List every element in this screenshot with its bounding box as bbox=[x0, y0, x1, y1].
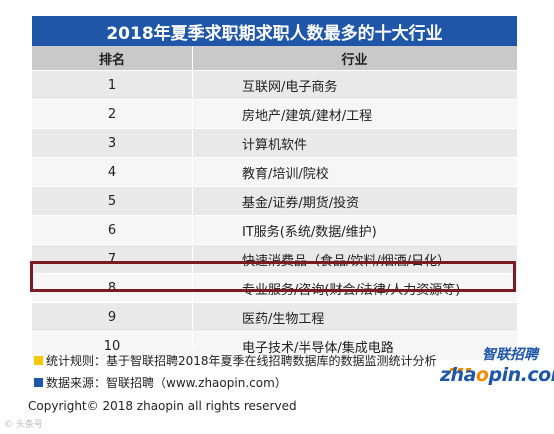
yellow-square-icon bbox=[34, 356, 43, 365]
header-industry: 行业 bbox=[341, 52, 368, 68]
rank-cell: 5 bbox=[107, 193, 117, 209]
logo-cn: 智联招聘 bbox=[482, 347, 538, 363]
header-rank: 排名 bbox=[98, 52, 125, 68]
rank-cell: 4 bbox=[107, 164, 117, 180]
rank-cell: 9 bbox=[107, 309, 117, 325]
table-row: 6 IT服务(系统/数据/维护) bbox=[32, 215, 517, 244]
table-row: 10 电子技术/半导体/集成电路 bbox=[32, 331, 517, 360]
ranking-table: 排名 行业 1 互联网/电子商务 2 房地产/建筑/建材/工程 3 计算机软件 4 教育/培训… bbox=[32, 46, 517, 360]
rank-cell: 3 bbox=[107, 135, 117, 151]
table-row: 4 教育/培训/院校 bbox=[32, 157, 517, 186]
table-row: 9 医药/生物工程 bbox=[32, 302, 517, 331]
rank-cell: 8 bbox=[107, 280, 117, 296]
zhaopin-logo: 智联招聘 zhaopin.com bbox=[440, 344, 554, 388]
rank-cell: 2 bbox=[107, 106, 117, 122]
rank-cell: 10 bbox=[103, 338, 121, 354]
note-rule-text: 统计规则：基于智联招聘2018年夏季在线招聘数据库的数据监测统计分析 bbox=[46, 354, 437, 368]
table-row: 8 专业服务/咨询(财会/法律/人力资源等) bbox=[32, 273, 517, 302]
copyright: Copyright© 2018 zhaopin all rights reser… bbox=[28, 399, 297, 413]
table-row: 1 互联网/电子商务 bbox=[32, 70, 517, 99]
highlight-box bbox=[30, 261, 516, 292]
industry-cell: IT服务(系统/数据/维护) bbox=[242, 224, 377, 240]
industry-cell: 基金/证券/期货/投资 bbox=[242, 195, 360, 211]
table-title: 2018年夏季求职期求职人数最多的十大行业 bbox=[32, 16, 517, 46]
rank-cell: 7 bbox=[107, 251, 117, 267]
table-body: 1 互联网/电子商务 2 房地产/建筑/建材/工程 3 计算机软件 4 教育/培训/院校 5 基金… bbox=[32, 70, 517, 360]
industry-cell: 教育/培训/院校 bbox=[242, 166, 329, 182]
industry-cell: 医药/生物工程 bbox=[242, 311, 325, 327]
column-divider bbox=[192, 46, 193, 348]
note-source: 数据来源：智联招聘（www.zhaopin.com） bbox=[34, 374, 287, 391]
table-row: 3 计算机软件 bbox=[32, 128, 517, 157]
industry-cell: 计算机软件 bbox=[242, 137, 308, 153]
table-row: 7 快速消费品（食品/饮料/烟酒/日化） bbox=[32, 244, 517, 273]
note-source-text: 数据来源：智联招聘（www.zhaopin.com） bbox=[46, 376, 287, 390]
table-row: 2 房地产/建筑/建材/工程 bbox=[32, 99, 517, 128]
table-header: 排名 行业 bbox=[32, 46, 517, 70]
industry-cell: 房地产/建筑/建材/工程 bbox=[242, 108, 373, 124]
watermark: © 头条号 bbox=[4, 420, 43, 430]
rank-cell: 6 bbox=[107, 222, 117, 238]
industry-cell: 电子技术/半导体/集成电路 bbox=[242, 340, 394, 356]
industry-cell: 互联网/电子商务 bbox=[242, 79, 338, 95]
rank-cell: 1 bbox=[107, 77, 117, 93]
logo-en: zhaopin.com bbox=[440, 364, 554, 386]
blue-square-icon bbox=[34, 378, 43, 387]
note-rule: 统计规则：基于智联招聘2018年夏季在线招聘数据库的数据监测统计分析 bbox=[34, 352, 437, 369]
table-row: 5 基金/证券/期货/投资 bbox=[32, 186, 517, 215]
